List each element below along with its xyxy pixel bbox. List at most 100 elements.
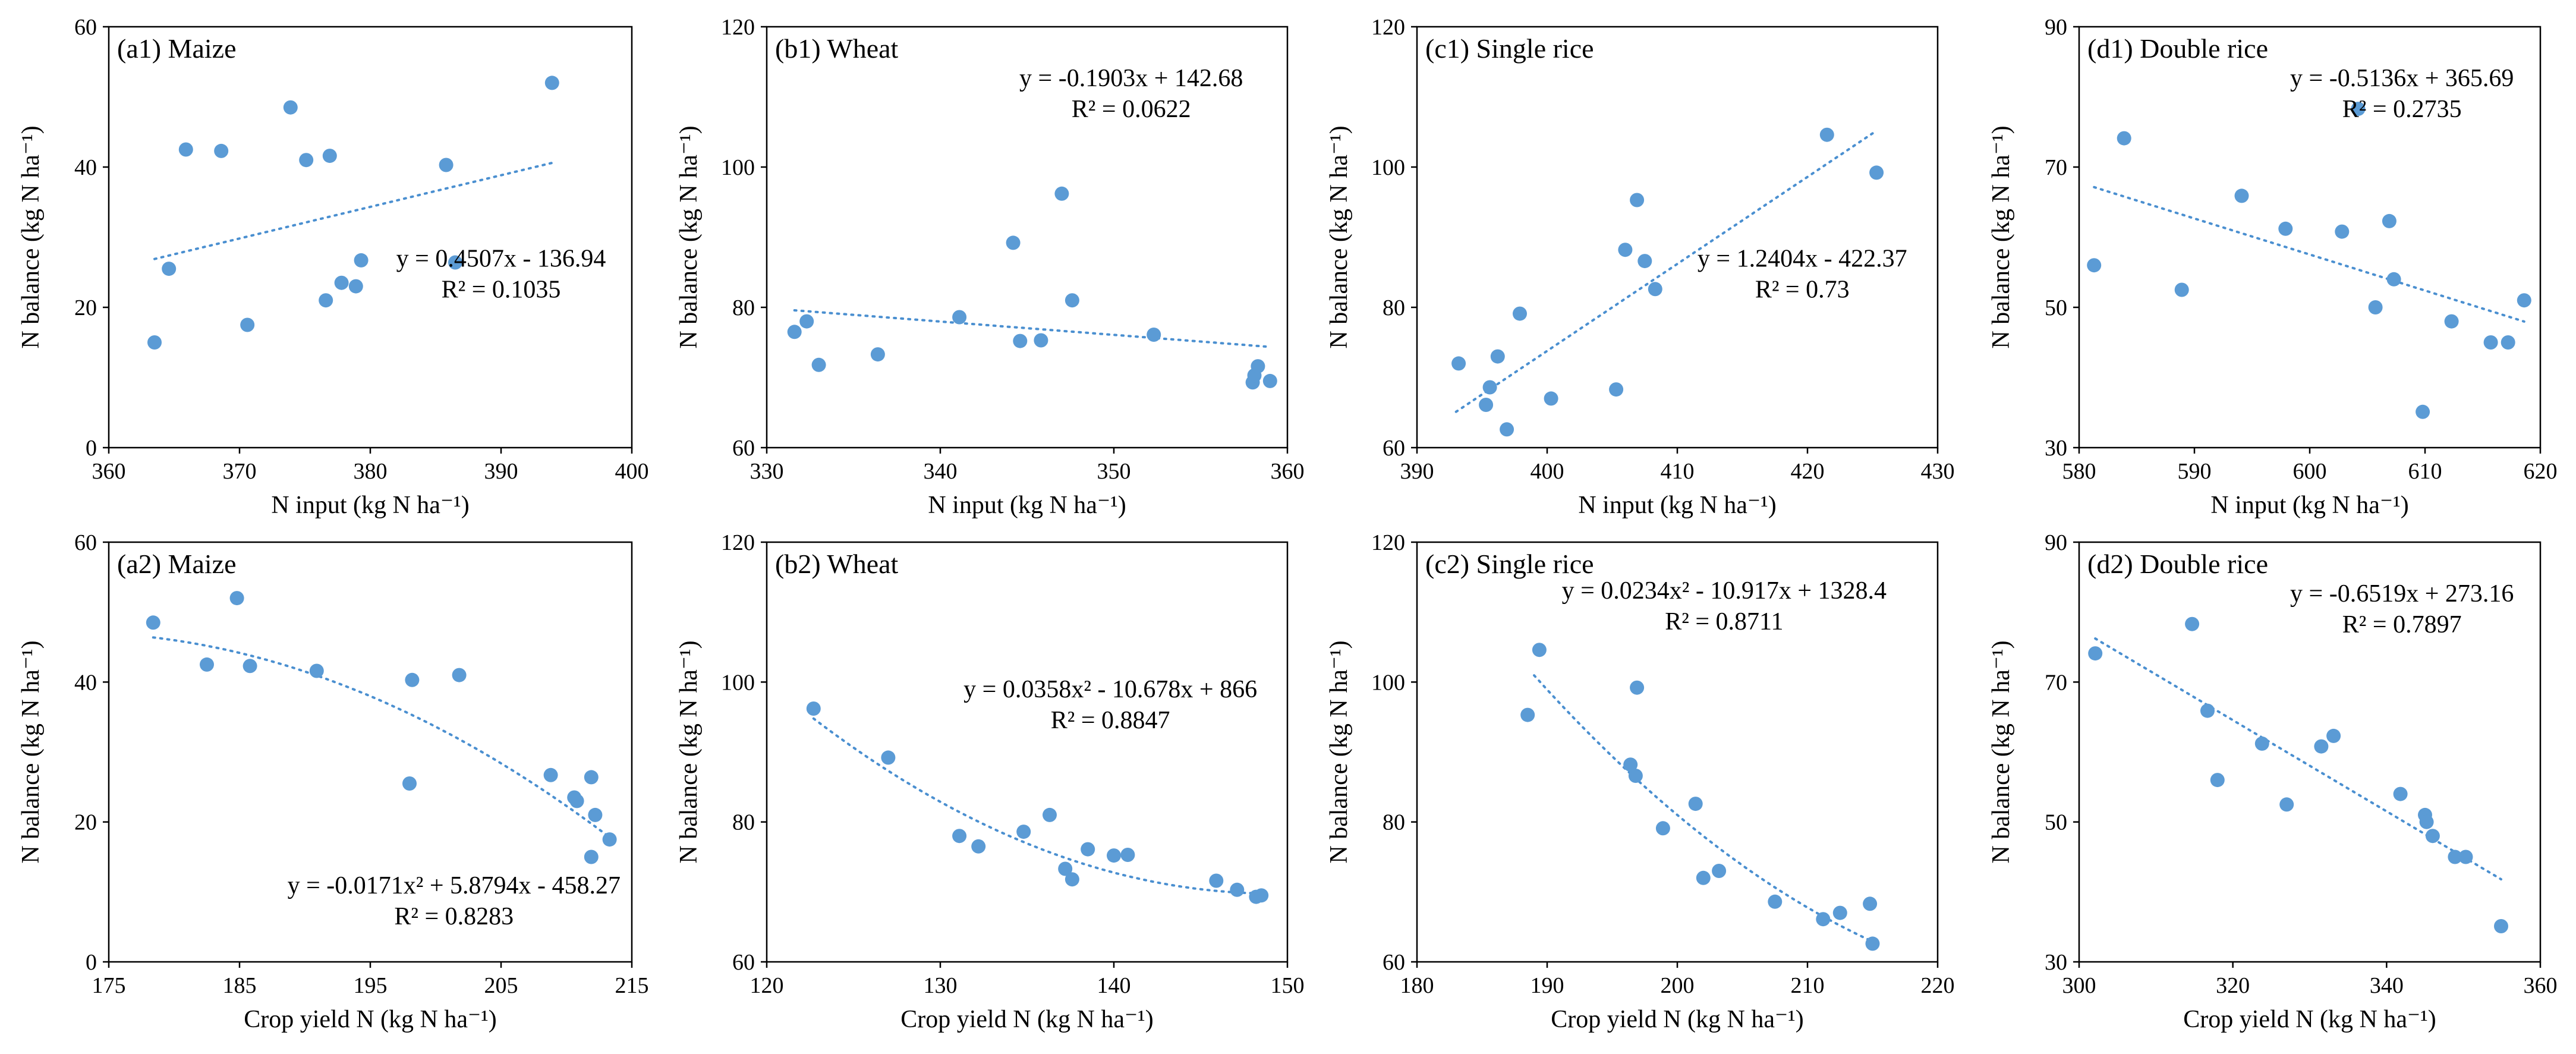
- data-point: [1865, 936, 1880, 951]
- data-point: [162, 262, 177, 276]
- y-tick-label: 0: [86, 950, 97, 975]
- x-tick-label: 620: [2524, 459, 2558, 484]
- data-point: [1655, 821, 1670, 836]
- x-axis-title: Crop yield N (kg N ha⁻¹): [900, 1006, 1154, 1033]
- data-point: [1081, 842, 1095, 857]
- y-axis-title: N balance (kg N ha⁻¹): [675, 125, 703, 348]
- data-point: [1500, 422, 1514, 437]
- y-axis-title: N balance (kg N ha⁻¹): [1325, 125, 1353, 348]
- data-point: [1490, 349, 1505, 364]
- y-tick-label: 50: [2045, 810, 2067, 835]
- data-point: [584, 850, 599, 864]
- data-point: [1209, 873, 1224, 888]
- data-point: [1628, 769, 1643, 783]
- x-tick-label: 420: [1791, 459, 1825, 484]
- x-tick-label: 200: [1661, 973, 1695, 998]
- data-point: [1832, 905, 1847, 920]
- y-tick-label: 120: [721, 15, 755, 40]
- data-point: [1120, 848, 1135, 862]
- data-point: [2254, 736, 2269, 751]
- data-point: [322, 149, 337, 163]
- data-point: [2425, 829, 2440, 844]
- x-tick-label: 390: [484, 459, 518, 484]
- y-tick-label: 30: [2045, 950, 2067, 975]
- data-point: [1869, 165, 1884, 180]
- data-point: [1107, 848, 1121, 863]
- x-tick-label: 360: [1271, 459, 1305, 484]
- y-tick-label: 90: [2045, 15, 2067, 40]
- data-point: [602, 832, 617, 847]
- data-point: [588, 807, 603, 822]
- x-axis-title: Crop yield N (kg N ha⁻¹): [244, 1006, 497, 1033]
- r-squared: R² = 0.2735: [2342, 96, 2462, 123]
- r-squared: R² = 0.73: [1755, 276, 1850, 304]
- data-point: [1819, 127, 1834, 142]
- data-point: [569, 794, 584, 808]
- data-point: [806, 701, 821, 716]
- x-tick-label: 360: [2524, 973, 2558, 998]
- y-tick-label: 30: [2045, 436, 2067, 461]
- data-point: [178, 142, 193, 157]
- trend-equation: y = -0.1903x + 142.68: [1019, 65, 1243, 92]
- y-tick-label: 90: [2045, 530, 2067, 555]
- data-point: [229, 591, 244, 606]
- data-point: [1768, 894, 1783, 909]
- data-point: [402, 776, 417, 791]
- data-point: [2393, 786, 2408, 801]
- data-point: [240, 317, 255, 332]
- data-point: [1816, 912, 1831, 927]
- x-tick-label: 400: [615, 459, 649, 484]
- x-tick-label: 380: [354, 459, 388, 484]
- y-axis-title: N balance (kg N ha⁻¹): [17, 640, 45, 863]
- data-point: [1065, 293, 1079, 308]
- y-tick-label: 60: [74, 530, 97, 555]
- data-point: [1251, 359, 1265, 374]
- data-point: [334, 275, 349, 290]
- data-point: [1254, 888, 1269, 903]
- x-tick-label: 195: [354, 973, 388, 998]
- r-squared: R² = 0.8711: [1665, 608, 1783, 635]
- x-tick-label: 340: [2370, 973, 2404, 998]
- y-tick-label: 100: [721, 670, 755, 695]
- r-squared: R² = 0.8283: [394, 903, 514, 930]
- data-point: [2234, 188, 2249, 203]
- x-tick-label: 185: [223, 973, 257, 998]
- x-tick-label: 330: [750, 459, 784, 484]
- x-tick-label: 150: [1271, 973, 1305, 998]
- data-point: [1262, 373, 1277, 388]
- data-point: [2087, 258, 2102, 273]
- x-tick-label: 175: [92, 973, 126, 998]
- y-tick-label: 120: [1371, 15, 1405, 40]
- data-point: [214, 143, 229, 158]
- data-point: [2419, 814, 2434, 829]
- r-squared: R² = 0.1035: [442, 276, 561, 304]
- data-point: [1696, 870, 1711, 885]
- data-point: [1712, 864, 1727, 878]
- data-point: [2174, 282, 2189, 297]
- data-point: [870, 347, 885, 362]
- x-axis-title: N input (kg N ha⁻¹): [1578, 492, 1776, 519]
- x-tick-label: 360: [92, 459, 126, 484]
- data-point: [1618, 243, 1633, 257]
- data-point: [348, 279, 363, 294]
- panel-a1: 360 370 380 390 400 0 20 40 60 N input (kg N ha⁻¹…: [17, 15, 649, 519]
- x-tick-label: 340: [924, 459, 958, 484]
- y-tick-label: 60: [732, 436, 755, 461]
- data-point: [971, 839, 986, 854]
- y-axis-title: N balance (kg N ha⁻¹): [17, 125, 45, 348]
- data-point: [1058, 861, 1073, 876]
- data-point: [1520, 707, 1535, 722]
- trendline: [1533, 674, 1876, 944]
- trendline: [793, 309, 1271, 348]
- data-point: [2448, 850, 2462, 864]
- trendline: [2093, 185, 2525, 323]
- plot-frame: [766, 26, 1289, 449]
- data-point: [2314, 739, 2329, 754]
- y-tick-label: 80: [732, 295, 755, 320]
- y-tick-label: 70: [2045, 670, 2067, 695]
- data-point: [448, 255, 462, 270]
- x-tick-label: 390: [1400, 459, 1434, 484]
- y-tick-label: 60: [74, 15, 97, 40]
- data-point: [2483, 335, 2498, 350]
- trend-equation: y = 0.0358x² - 10.678x + 866: [963, 676, 1257, 703]
